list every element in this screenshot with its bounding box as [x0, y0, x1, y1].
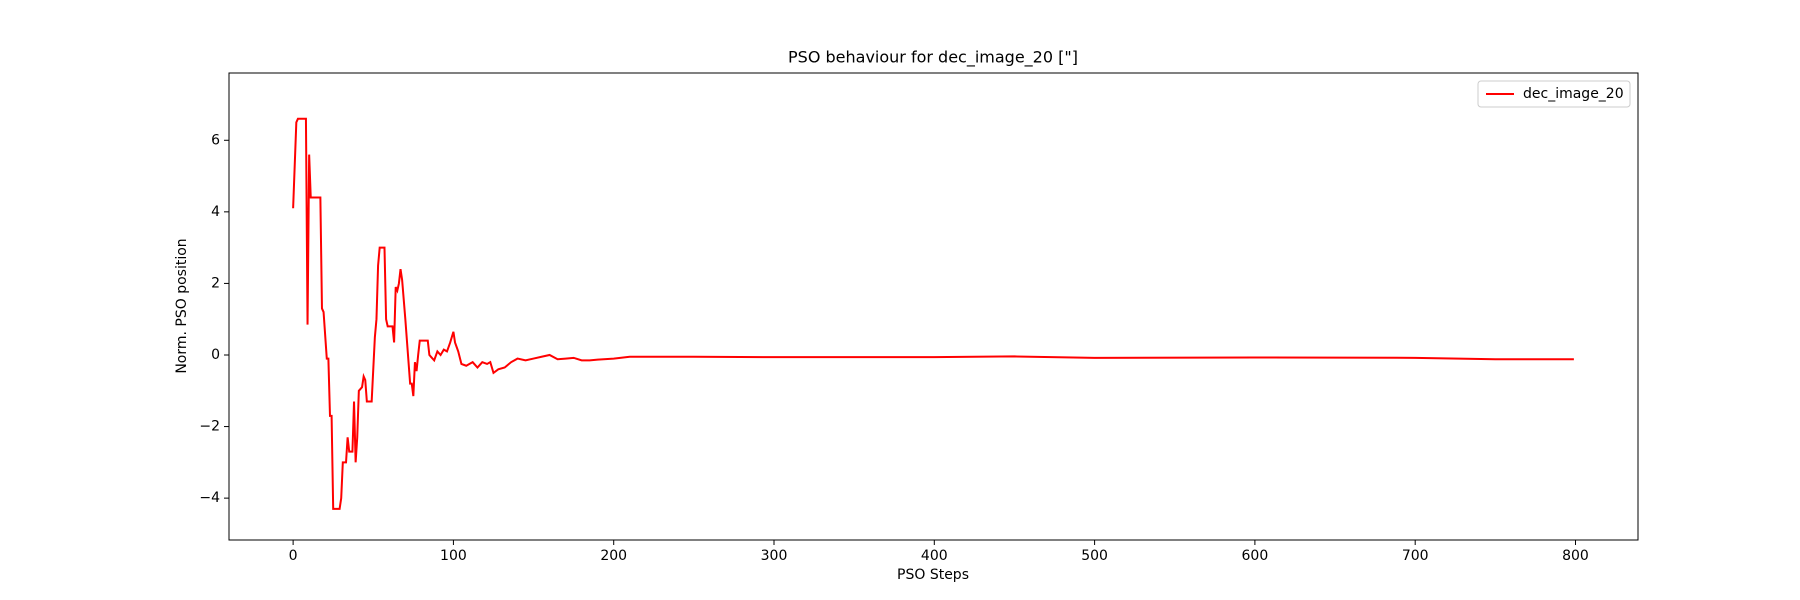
x-axis-label: PSO Steps — [897, 567, 969, 583]
x-tick-label: 300 — [761, 548, 788, 564]
y-tick-label: 6 — [211, 132, 220, 148]
y-tick-label: 0 — [211, 347, 220, 363]
y-tick-label: −2 — [199, 419, 220, 435]
x-tick-label: 700 — [1402, 548, 1429, 564]
chart-title: PSO behaviour for dec_image_20 ["] — [788, 48, 1078, 68]
y-axis-label: Norm. PSO position — [174, 238, 190, 373]
x-tick-label: 0 — [289, 548, 298, 564]
plot-frame — [228, 72, 1639, 541]
y-tick-label: 2 — [211, 275, 220, 291]
x-tick-label: 800 — [1562, 548, 1589, 564]
x-tick-label: 200 — [600, 548, 627, 564]
legend-box — [1477, 80, 1631, 108]
x-tick-label: 400 — [921, 548, 948, 564]
x-tick-label: 100 — [440, 548, 467, 564]
x-tick-label: 600 — [1242, 548, 1269, 564]
y-tick-label: 4 — [211, 204, 220, 220]
data-line — [292, 117, 1574, 510]
y-tick-label: −4 — [199, 490, 220, 506]
legend-label: dec_image_20 — [1523, 86, 1624, 102]
x-tick-label: 500 — [1081, 548, 1108, 564]
